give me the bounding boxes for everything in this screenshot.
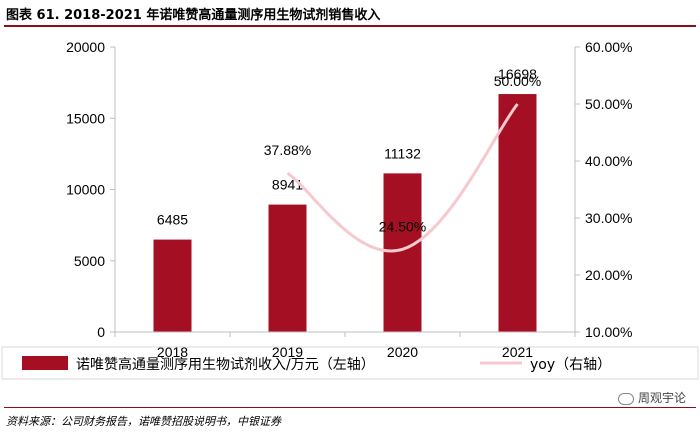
watermark-text: 周观宇论 [637, 391, 686, 405]
right-tick-label: 50.00% [585, 96, 632, 112]
line-series: 37.88% 24.50% 50.00% [264, 73, 541, 253]
x-tick-label: 2019 [272, 344, 303, 360]
x-tick-label: 2021 [502, 344, 533, 360]
title-rule [4, 25, 696, 27]
legend: 诺唯赞高通量测序用生物试剂收入/万元（左轴） yoy（右轴） [1, 346, 699, 380]
left-tick-label: 15000 [66, 110, 105, 126]
right-tick-label: 60.00% [585, 39, 632, 55]
yoy-line [286, 103, 519, 253]
wechat-icon [617, 392, 634, 405]
left-tick-label: 20000 [66, 39, 105, 55]
bar [153, 239, 192, 332]
yoy-value-label: 24.50% [379, 218, 426, 234]
bar [383, 173, 422, 332]
right-tick-label: 20.00% [585, 267, 632, 283]
left-tick-label: 10000 [66, 182, 105, 198]
bar [498, 94, 537, 332]
source-note: 资料来源：公司财务报告，诺唯赞招股说明书，中银证券 [6, 415, 281, 428]
legend-label-bar: 诺唯赞高通量测序用生物试剂收入/万元（左轴） [76, 356, 375, 373]
watermark: 周观宇论 [617, 389, 686, 406]
left-tick-label: 5000 [74, 253, 105, 269]
bar-value-label: 11132 [384, 145, 421, 161]
bar-value-label: 6485 [157, 212, 188, 228]
figure-title: 图表 61. 2018-2021 年诺唯赞高通量测序用生物试剂销售收入 [6, 8, 381, 23]
left-y-axis: 0 5000 10000 15000 20000 [66, 39, 116, 340]
source-rule [4, 407, 696, 408]
right-tick-label: 10.00% [585, 324, 632, 340]
x-tick-label: 2018 [157, 344, 188, 360]
right-tick-label: 30.00% [585, 210, 632, 226]
right-y-axis: 10.00% 20.00% 30.00% 40.00% 50.00% 60.00% [574, 39, 632, 340]
yoy-value-label: 37.88% [264, 142, 311, 158]
x-tick-label: 2020 [387, 344, 418, 360]
left-tick-label: 0 [97, 324, 105, 340]
x-axis: 2018 2019 2020 2021 [114, 331, 576, 360]
bar-value-label: 16698 [498, 66, 537, 82]
legend-swatch-bar [22, 356, 68, 370]
right-tick-label: 40.00% [585, 153, 632, 169]
legend-frame [1, 346, 699, 380]
legend-label-line: yoy（右轴） [530, 357, 611, 373]
yoy-value-label: 50.00% [494, 73, 541, 89]
bar [268, 204, 307, 332]
